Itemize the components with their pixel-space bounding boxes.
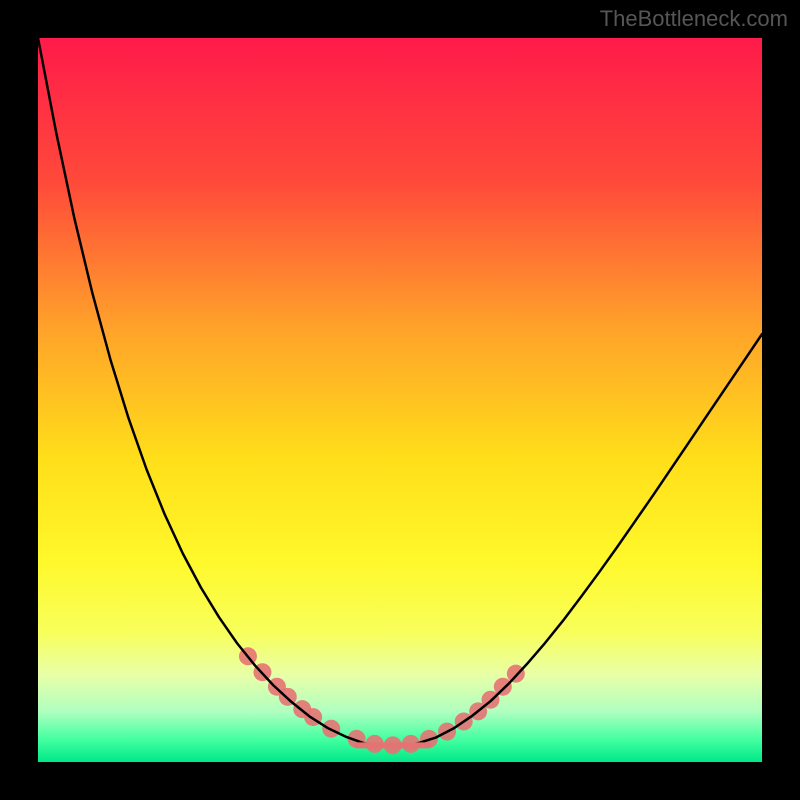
chart-root: TheBottleneck.com: [0, 0, 800, 800]
chart-svg: [38, 38, 762, 762]
gradient-background: [38, 38, 762, 762]
plot-area: [38, 38, 762, 762]
scatter-marker: [494, 678, 512, 696]
watermark-text: TheBottleneck.com: [600, 6, 788, 32]
